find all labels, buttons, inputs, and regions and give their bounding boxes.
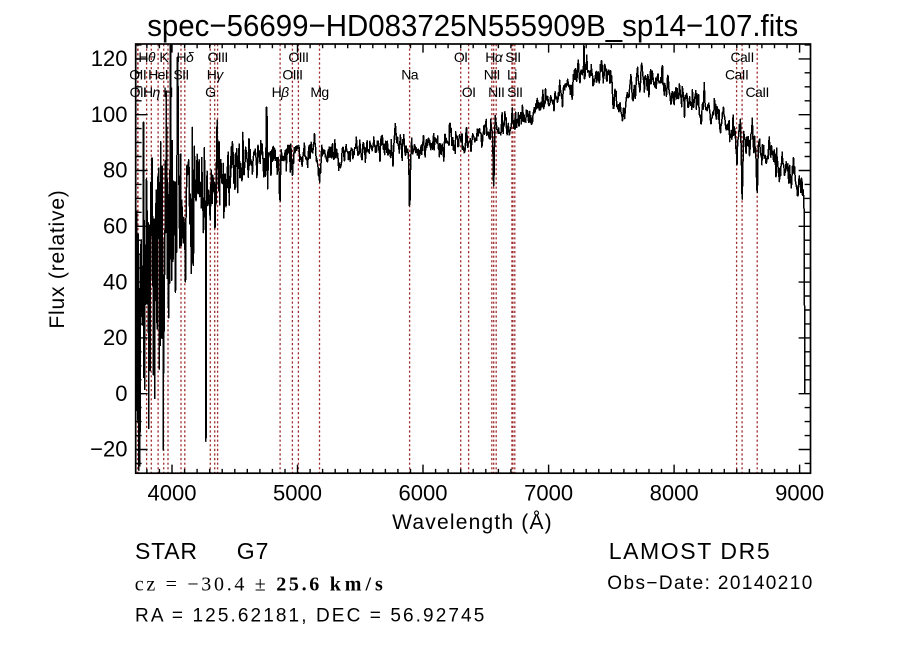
svg-text:120: 120 [91, 46, 128, 71]
svg-text:7000: 7000 [524, 481, 573, 506]
svg-text:Mg: Mg [310, 84, 328, 100]
svg-text:cz = −30.4 ± 25.6 km/s: cz = −30.4 ± 25.6 km/s [135, 574, 387, 596]
svg-text:6000: 6000 [399, 481, 448, 506]
svg-text:8000: 8000 [650, 481, 699, 506]
svg-text:Hα: Hα [485, 49, 504, 65]
svg-text:Hθ: Hθ [138, 49, 156, 65]
svg-text:Li: Li [507, 67, 517, 83]
svg-text:NII: NII [484, 67, 500, 83]
svg-text:Hη: Hη [143, 84, 161, 100]
svg-text:SII: SII [507, 84, 522, 100]
svg-text:OIII: OIII [282, 67, 302, 83]
svg-text:NII: NII [488, 84, 504, 100]
svg-text:OIII: OIII [288, 49, 308, 65]
svg-text:4000: 4000 [148, 481, 197, 506]
svg-text:G7: G7 [237, 538, 270, 564]
svg-text:Obs−Date: 20140210: Obs−Date: 20140210 [607, 573, 813, 594]
svg-text:CaII: CaII [746, 84, 769, 100]
svg-text:G: G [205, 84, 215, 100]
svg-text:CaII: CaII [725, 67, 748, 83]
svg-text:H: H [163, 84, 173, 100]
svg-text:0: 0 [115, 381, 127, 406]
svg-text:Na: Na [401, 67, 419, 83]
svg-text:OI: OI [454, 49, 468, 65]
svg-text:Hβ: Hβ [272, 84, 290, 100]
svg-text:20: 20 [103, 325, 127, 350]
svg-text:80: 80 [103, 158, 127, 183]
svg-text:CaII: CaII [730, 49, 753, 65]
svg-text:OII: OII [129, 67, 146, 83]
svg-text:K: K [159, 49, 169, 65]
svg-text:100: 100 [91, 102, 128, 127]
svg-text:9000: 9000 [775, 481, 824, 506]
svg-text:−20: −20 [90, 437, 127, 462]
svg-text:LAMOST DR5: LAMOST DR5 [609, 538, 772, 564]
svg-text:40: 40 [103, 269, 127, 294]
svg-text:RA = 125.62181, DEC = 56.9274: RA = 125.62181, DEC = 56.92745 [135, 606, 486, 627]
svg-text:STAR: STAR [135, 538, 198, 564]
svg-text:OII: OII [130, 84, 147, 100]
svg-text:60: 60 [103, 214, 127, 239]
svg-text:Hδ: Hδ [176, 49, 194, 65]
svg-text:5000: 5000 [273, 481, 322, 506]
svg-text:Wavelength (Å): Wavelength (Å) [392, 511, 553, 534]
svg-text:Flux (relative): Flux (relative) [46, 189, 69, 328]
svg-text:OI: OI [462, 84, 476, 100]
svg-text:SII: SII [173, 67, 188, 83]
svg-text:Hγ: Hγ [207, 67, 225, 83]
svg-text:OIII: OIII [208, 49, 228, 65]
svg-text:spec−56699−HD083725N555909B_sp: spec−56699−HD083725N555909B_sp14−107.fit… [147, 8, 798, 43]
svg-text:SII: SII [505, 49, 520, 65]
svg-text:HeI: HeI [148, 67, 168, 83]
